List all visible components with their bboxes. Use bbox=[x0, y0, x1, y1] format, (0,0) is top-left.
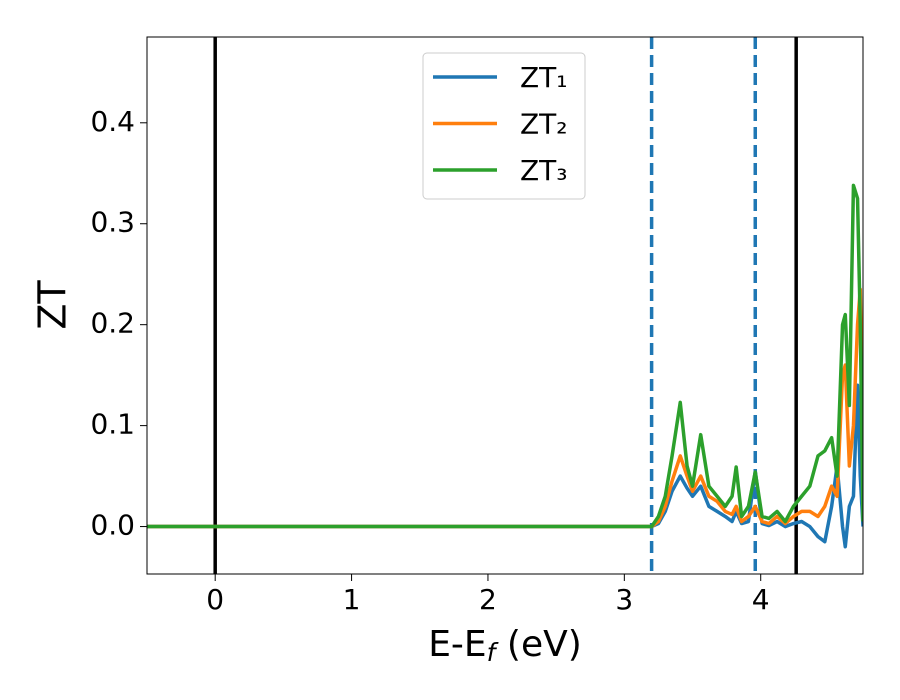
legend-box bbox=[422, 52, 586, 200]
y-tick-label: 0.1 bbox=[90, 408, 135, 441]
x-tick-label: 1 bbox=[343, 583, 361, 616]
legend-label: ZT₁ bbox=[520, 61, 568, 94]
legend-label: ZT₂ bbox=[520, 108, 568, 141]
x-label-main: E-E bbox=[428, 624, 486, 665]
x-tick-label: 2 bbox=[479, 583, 497, 616]
y-tick-label: 0.2 bbox=[90, 307, 135, 340]
series-line bbox=[147, 287, 863, 529]
x-axis-label: E-Ef (eV) bbox=[428, 624, 582, 667]
x-tick-label: 3 bbox=[615, 583, 633, 616]
x-tick-label: 4 bbox=[752, 583, 770, 616]
y-tick-label: 0.3 bbox=[90, 206, 135, 239]
series-line bbox=[147, 183, 863, 529]
y-tick-label: 0.4 bbox=[90, 105, 135, 138]
x-tick-label: 0 bbox=[206, 583, 224, 616]
y-axis-label: ZT bbox=[31, 280, 75, 330]
legend-label: ZT₃ bbox=[520, 154, 568, 187]
axes-frame bbox=[146, 36, 864, 575]
x-label-unit: (eV) bbox=[495, 624, 581, 665]
series-line bbox=[147, 383, 863, 549]
y-tick-label: 0.0 bbox=[90, 509, 135, 542]
plot-area bbox=[147, 37, 863, 574]
